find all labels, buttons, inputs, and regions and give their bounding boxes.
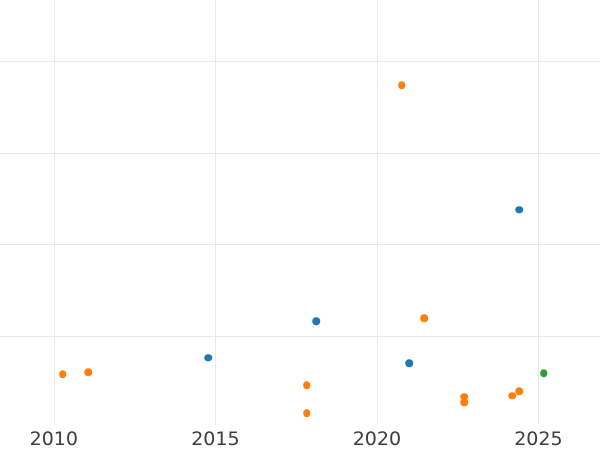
scatter-point-orange (460, 398, 468, 407)
scatter-point-orange (84, 368, 92, 376)
gridline-vertical (376, 0, 378, 425)
scatter-point-green (540, 369, 548, 377)
gridline-vertical (538, 0, 540, 425)
scatter-point-blue (204, 353, 212, 362)
gridline-horizontal (0, 61, 600, 63)
gridline-horizontal (0, 335, 600, 337)
scatter-point-orange (460, 393, 468, 401)
scatter-point-blue (405, 359, 413, 367)
gridline-horizontal (0, 152, 600, 154)
gridline-vertical (215, 0, 217, 425)
scatter-point-orange (420, 314, 428, 322)
scatter-point-orange (508, 392, 517, 400)
plot-area (0, 0, 600, 425)
scatter-point-orange (303, 381, 311, 389)
x-tick-label: 2010 (29, 428, 78, 450)
scatter-point-orange (398, 81, 406, 89)
scatter-point-orange (515, 387, 523, 396)
scatter-point-blue (312, 317, 320, 325)
x-tick-label: 2020 (352, 428, 402, 450)
x-tick-label: 2015 (191, 428, 240, 450)
scatter-point-orange (303, 409, 311, 418)
x-axis: 2010 2015 2020 2025 (0, 427, 600, 450)
scatter-point-blue (515, 205, 523, 214)
gridline-vertical (53, 0, 55, 425)
x-tick-label: 2025 (514, 428, 563, 450)
scatter-point-orange (59, 370, 67, 378)
gridline-horizontal (0, 244, 600, 246)
